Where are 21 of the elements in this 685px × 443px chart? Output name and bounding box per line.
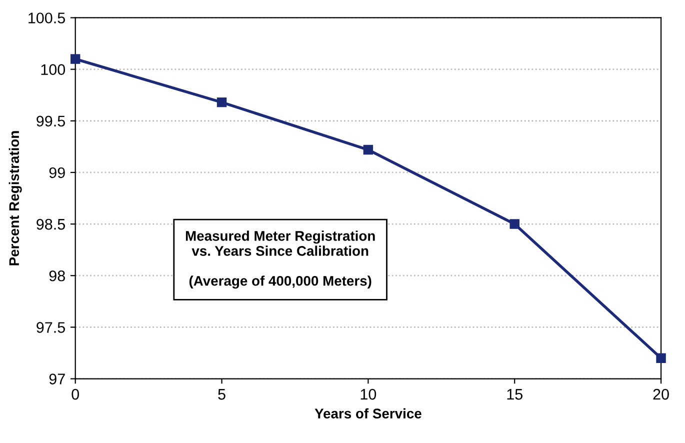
point [656,353,666,363]
y-tick-label: 97.5 [36,322,65,333]
x-axis-title: Years of Service [314,408,422,418]
y-tick-label: 100 [41,64,66,75]
point [363,144,374,155]
y-tick-label: 97 [49,374,65,384]
point [70,54,80,64]
y-tick-label: 99 [49,167,65,178]
y-tick-label: 100.5 [28,12,65,24]
y-tick-label: 98.5 [36,218,65,230]
x-tick-label: 0 [72,388,79,400]
text: Measured Meter Registration vs. Years Since Calibration (Average of 400,000 Meters) [186,230,375,289]
point [510,219,520,229]
point [216,97,227,108]
y-tick-label: 99.5 [36,116,65,127]
x-tick-label: 10 [360,388,376,400]
y-tick-label: 98 [49,270,65,282]
x-tick-label: 5 [218,389,226,400]
y-axis-title: Percent Registration [8,131,22,266]
x-tick-label: 15 [507,389,522,400]
x-tick-label: 20 [653,388,669,400]
